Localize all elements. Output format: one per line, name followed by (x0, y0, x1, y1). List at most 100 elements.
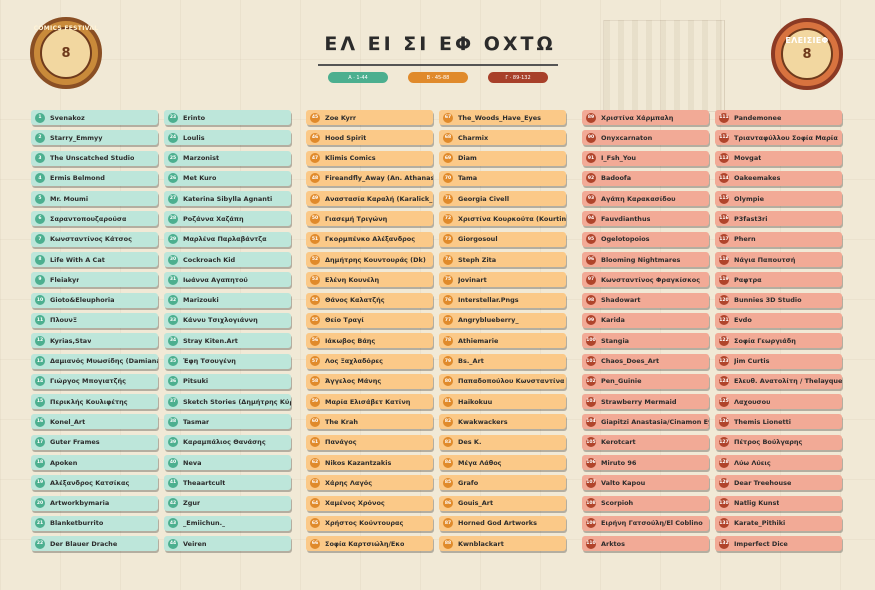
exhibitor-name: Dear Treehouse (734, 478, 792, 487)
exhibitor-item: 74 Steph Zita (439, 252, 566, 268)
logo-left-text: COMICS FESTIVAL (33, 25, 99, 32)
exhibitor-item: 42 Zgur (164, 495, 291, 511)
exhibitor-name: Theaartcult (183, 478, 226, 487)
exhibitor-name: Athiemarie (458, 336, 499, 345)
exhibitor-number-badge: 78 (443, 335, 453, 346)
exhibitor-number-badge: 52 (310, 254, 320, 265)
exhibitor-name: Erinto (183, 113, 206, 122)
exhibitor-name: The Unscatched Studio (50, 154, 135, 163)
exhibitor-number-badge: 76 (443, 295, 453, 306)
exhibitor-number-badge: 50 (310, 213, 320, 224)
exhibitor-number-badge: 91 (586, 153, 596, 164)
exhibitor-item: 70 Tama (439, 170, 566, 186)
exhibitor-number-badge: 119 (719, 274, 729, 285)
exhibitor-number-badge: 44 (168, 538, 178, 549)
exhibitor-item: 11 ΠλουνΞ (31, 312, 158, 328)
exhibitor-name: Ermis Belmond (50, 174, 105, 183)
exhibitor-item: 83 Des K. (439, 434, 566, 450)
exhibitor-number-badge: 106 (586, 457, 596, 468)
exhibitor-name: Diam (458, 154, 477, 163)
exhibitor-item: 88 Kwnblackart (439, 536, 566, 552)
exhibitor-item: 51 Γκορμπένκο Αλέξανδρος (306, 231, 433, 247)
exhibitor-item: 58 Άγγελος Μάνης (306, 373, 433, 389)
exhibitor-number-badge: 132 (719, 538, 729, 549)
exhibitor-name: ΠλουνΞ (50, 316, 77, 325)
exhibitor-name: Γιασεμή Τριγώνη (325, 214, 388, 223)
exhibitor-number-badge: 4 (35, 173, 45, 184)
exhibitor-item: 24 Loulis (164, 130, 291, 146)
exhibitor-number-badge: 100 (586, 335, 596, 346)
exhibitor-name: Arktos (601, 539, 626, 548)
exhibitor-item: 6 Σαραντοπουζαρούσα (31, 211, 158, 227)
exhibitor-name: Marizouki (183, 296, 219, 305)
exhibitor-item: 111 Pandemonee (715, 110, 842, 125)
exhibitor-number-badge: 73 (443, 234, 453, 245)
exhibitor-item: 56 Ιάκωβος Βάης (306, 333, 433, 349)
exhibitor-item: 85 Grafo (439, 475, 566, 491)
exhibitor-item: 25 Marzonist (164, 150, 291, 166)
exhibitor-name: Fauvdianthus (601, 214, 651, 223)
exhibitor-number-badge: 57 (310, 356, 320, 367)
exhibitor-item: 114 Oakeemakes (715, 170, 842, 186)
exhibitor-name: Katerina Sibylla Agnanti (183, 194, 273, 203)
exhibitor-item: 77 Angryblueberry_ (439, 312, 566, 328)
exhibitor-name: Blooming Nightmares (601, 255, 681, 264)
exhibitor-item: 113 Movgat (715, 150, 842, 166)
exhibitor-item: 9 Fleiakyr (31, 272, 158, 288)
exhibitor-number-badge: 19 (35, 477, 45, 488)
exhibitor-number-badge: 3 (35, 153, 45, 164)
exhibitor-number-badge: 85 (443, 477, 453, 488)
exhibitor-number-badge: 47 (310, 153, 320, 164)
exhibitor-item: 45 Zoe Kyrr (306, 110, 433, 125)
exhibitor-name: Svenakoz (50, 113, 85, 122)
exhibitor-number-badge: 88 (443, 538, 453, 549)
exhibitor-item: 103 Strawberry Mermaid (582, 394, 709, 410)
exhibitor-name: Chaos_Does_Art (601, 357, 660, 366)
exhibitor-item: 75 Jovinart (439, 272, 566, 288)
exhibitor-name: Κωνσταντίνος Κάτσος (50, 235, 132, 244)
exhibitor-name: Μέγα Λάθος (458, 458, 502, 467)
exhibitor-item: 79 Bs._Art (439, 353, 566, 369)
exhibitor-item: 98 Shadowart (582, 292, 709, 308)
exhibitor-number-badge: 7 (35, 234, 45, 245)
exhibitor-number-badge: 59 (310, 396, 320, 407)
exhibitor-number-badge: 126 (719, 416, 729, 427)
exhibitor-name: Ελένη Κουνέλη (325, 275, 380, 284)
exhibitor-item: 95 Ogelotopoios (582, 231, 709, 247)
exhibitor-item: 91 I_Fsh_You (582, 150, 709, 166)
exhibitor-number-badge: 23 (168, 112, 178, 123)
exhibitor-name: Έφη Τσουγένη (183, 357, 236, 366)
exhibitor-number-badge: 37 (168, 396, 178, 407)
exhibitor-item: 117 Phern (715, 231, 842, 247)
exhibitor-item: 18 Apoken (31, 455, 158, 471)
exhibitor-item: 19 Αλέξανδρος Κατσίκας (31, 475, 158, 491)
exhibitor-name: Klimis Comics (325, 154, 376, 163)
exhibitor-number-badge: 2 (35, 132, 45, 143)
exhibitor-name: Themis Lionetti (734, 417, 791, 426)
exhibitor-number-badge: 1 (35, 112, 45, 123)
exhibitor-name: Pen_Guinie (601, 377, 642, 386)
exhibitor-number-badge: 101 (586, 356, 596, 367)
exhibitor-name: Apoken (50, 458, 78, 467)
exhibitor-name: Jovinart (458, 275, 487, 284)
exhibitor-item: 132 Imperfect Dice (715, 536, 842, 552)
exhibitor-item: 118 Νάγια Παπουτσή (715, 252, 842, 268)
exhibitor-item: 5 Mr. Moumi (31, 191, 158, 207)
exhibitor-name: Μαρλένα Παρλαβάντζα (183, 235, 267, 244)
legend-label-b: Β · 45-88 (426, 74, 450, 81)
exhibitor-number-badge: 80 (443, 376, 453, 387)
exhibitor-name: Χριστίνα Χάρμπαλη (601, 113, 674, 122)
exhibitor-item: 100 Stangia (582, 333, 709, 349)
logo-right-mark: 8 (802, 46, 812, 62)
exhibitor-number-badge: 27 (168, 193, 178, 204)
exhibitor-item: 116 P3fast3ri (715, 211, 842, 227)
exhibitor-name: Fireandfly_Away (An. Athanasoula) (325, 174, 433, 183)
exhibitor-number-badge: 74 (443, 254, 453, 265)
exhibitor-item: 84 Μέγα Λάθος (439, 455, 566, 471)
exhibitor-name: Oakeemakes (734, 174, 781, 183)
exhibitor-item: 4 Ermis Belmond (31, 170, 158, 186)
exhibitor-name: Horned God Artworks (458, 519, 537, 528)
exhibitor-number-badge: 84 (443, 457, 453, 468)
exhibitor-name: Ιωάννα Αγαπητού (183, 275, 248, 284)
exhibitor-number-badge: 61 (310, 437, 320, 448)
